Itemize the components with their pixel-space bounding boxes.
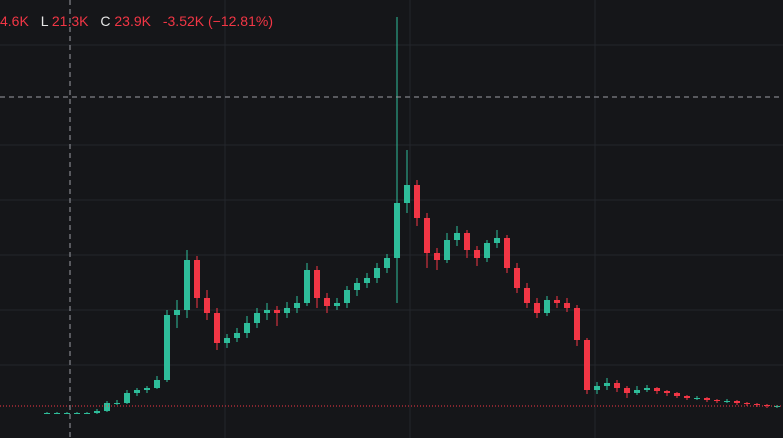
candle-body	[64, 413, 70, 414]
candle-body	[144, 388, 150, 390]
candle-body	[114, 403, 120, 404]
candle-body	[84, 413, 90, 414]
candle-body	[484, 243, 490, 258]
legend-change: -3.52K (−12.81%)	[163, 13, 273, 29]
candle-body	[724, 401, 730, 402]
candle-body	[284, 308, 290, 313]
candle-body	[374, 268, 380, 278]
candle-body	[704, 398, 710, 400]
candle-body	[294, 303, 300, 308]
legend-value: 23.9K	[114, 13, 151, 29]
candle-body	[104, 403, 110, 411]
candle-body	[414, 185, 420, 218]
candle-body	[504, 238, 510, 268]
candle-body	[254, 313, 260, 323]
candle-body	[184, 260, 190, 310]
ohlc-legend: 4.6K L 21.3K C 23.9K -3.52K (−12.81%)	[0, 13, 273, 29]
candle-body	[634, 390, 640, 393]
candle-body	[444, 240, 450, 260]
candle-body	[624, 388, 630, 393]
candle-body	[574, 308, 580, 340]
legend-value: 21.3K	[52, 13, 89, 29]
candle-body	[714, 400, 720, 401]
candle-body	[54, 413, 60, 414]
candle-body	[244, 323, 250, 333]
candle-body	[514, 268, 520, 288]
candle-body	[424, 218, 430, 253]
candle-body	[74, 413, 80, 414]
candle-body	[364, 278, 370, 283]
candle-body	[554, 300, 560, 303]
candle-body	[764, 405, 770, 406]
candle-body	[174, 310, 180, 315]
plot	[0, 17, 783, 414]
candle-body	[224, 338, 230, 343]
candle-body	[194, 260, 200, 298]
candle-body	[464, 233, 470, 250]
candle-body	[604, 383, 610, 386]
candle-body	[754, 404, 760, 405]
candle-body	[744, 403, 750, 404]
candle-body	[434, 253, 440, 260]
candle-body	[314, 270, 320, 298]
candle-body	[694, 398, 700, 399]
candle-body	[264, 310, 270, 313]
candle-body	[614, 383, 620, 388]
candle-body	[204, 298, 210, 313]
candle-body	[494, 238, 500, 243]
candle-body	[384, 258, 390, 268]
candle-body	[394, 203, 400, 258]
candle-body	[304, 270, 310, 303]
candle-body	[234, 333, 240, 338]
candle-body	[654, 388, 660, 391]
candle-body	[544, 300, 550, 313]
candle-body	[584, 340, 590, 390]
candle-body	[684, 396, 690, 398]
candle-body	[524, 288, 530, 303]
candle-body	[354, 283, 360, 290]
candle-body	[594, 386, 600, 390]
candle-body	[334, 303, 340, 306]
legend-value: 4.6K	[0, 13, 29, 29]
candle-body	[134, 390, 140, 393]
candle-body	[534, 303, 540, 313]
candle-body	[124, 393, 130, 403]
candle-body	[644, 388, 650, 390]
candle-body	[474, 250, 480, 258]
candle-body	[274, 310, 280, 313]
candle-body	[324, 298, 330, 306]
candle-body	[344, 290, 350, 303]
candle-body	[154, 380, 160, 388]
candle-body	[664, 391, 670, 393]
candle-body	[564, 303, 570, 308]
legend-key: C	[100, 13, 110, 29]
candle-body	[734, 401, 740, 403]
legend-key: L	[41, 13, 49, 29]
candle-body	[214, 313, 220, 343]
candle-body	[454, 233, 460, 240]
candle-body	[404, 185, 410, 203]
candle-body	[94, 411, 100, 413]
candle-body	[674, 393, 680, 396]
candle-body	[44, 413, 50, 414]
candle-body	[164, 315, 170, 380]
